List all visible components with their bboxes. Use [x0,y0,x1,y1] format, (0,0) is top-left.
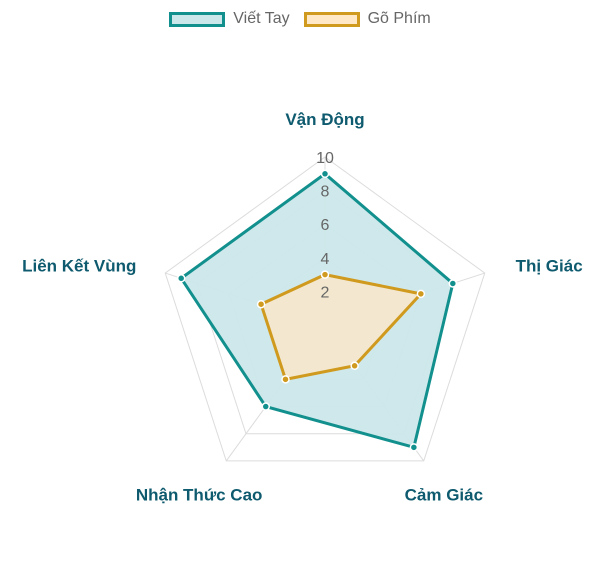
legend-label-viet-tay: Viết Tay [233,10,290,27]
tick-label-10: 10 [316,150,334,167]
legend-item-go-phim[interactable]: Gõ Phím [303,10,431,28]
tick-label-8: 8 [321,184,330,201]
series-1-point-2[interactable] [448,279,458,288]
legend: Viết Tay Gõ Phím [0,10,600,28]
radar-axis-labels: Vận Động Thị Giác Cảm Giác Nhận Thức Cao Liê… [22,110,583,504]
legend-item-viet-tay[interactable]: Viết Tay [169,10,290,28]
axis-label-3: Cảm Giác [405,485,483,504]
axis-label-4: Nhận Thức Cao [136,485,263,504]
axis-label-1: Vận Động [285,110,364,129]
series-2-point-2[interactable] [416,289,426,299]
series-area-2 [259,273,424,382]
series-1-point-1[interactable] [320,169,330,179]
series-2-point-5[interactable] [256,299,266,309]
series-2-point-4[interactable] [281,375,290,384]
radar-series [176,169,458,452]
series-2-point-3[interactable] [350,361,359,371]
tick-label-2: 2 [321,284,330,301]
axis-label-5: Liên Kết Vùng [22,257,136,276]
legend-swatch-go-phim [303,11,360,27]
tick-label-4: 4 [321,251,330,268]
legend-label-go-phim: Gõ Phím [367,10,431,27]
series-1-point-3[interactable] [409,443,419,452]
axis-label-2: Thị Giác [516,257,583,276]
tick-label-6: 6 [321,217,330,234]
grid-ring-5 [164,156,486,462]
series-1-point-4[interactable] [261,402,271,411]
series-2-point-1[interactable] [320,270,330,279]
legend-swatch-viet-tay [169,11,226,27]
radar-tick-labels: 2 4 6 8 10 [316,150,334,301]
series-1-point-5[interactable] [176,274,186,283]
